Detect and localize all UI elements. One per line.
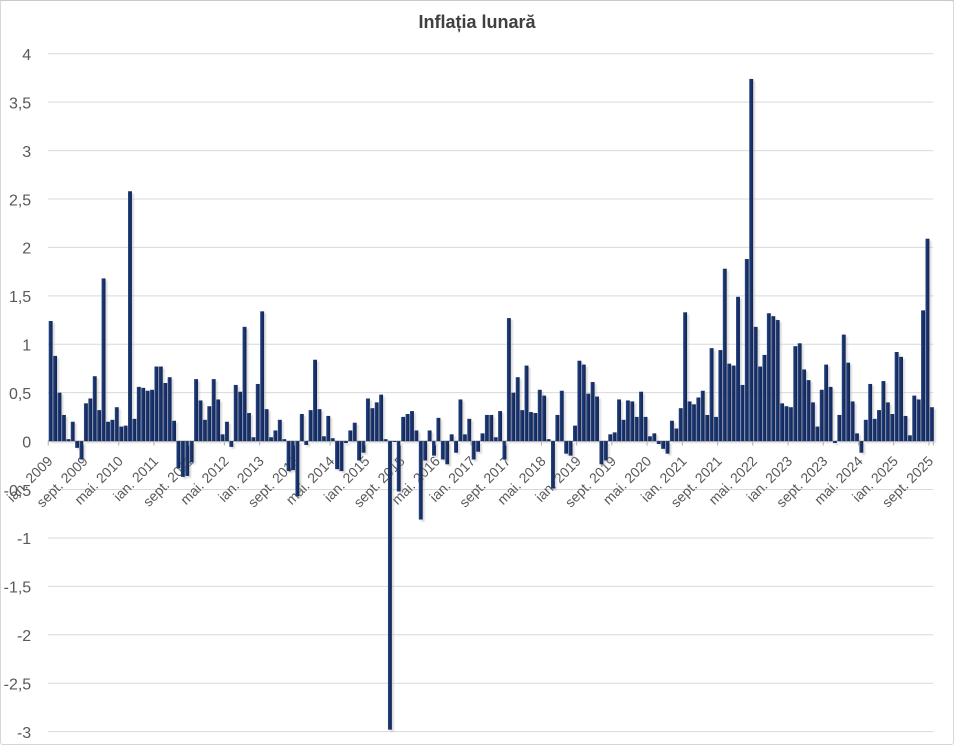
svg-text:-2: -2 <box>17 628 31 645</box>
svg-text:3: 3 <box>22 144 31 161</box>
svg-text:4: 4 <box>22 47 31 64</box>
svg-text:0: 0 <box>22 434 31 451</box>
svg-text:-2,5: -2,5 <box>4 677 32 694</box>
svg-text:-1: -1 <box>17 531 31 548</box>
svg-text:1: 1 <box>22 338 31 355</box>
svg-text:2: 2 <box>22 241 31 258</box>
svg-text:1,5: 1,5 <box>9 289 31 306</box>
svg-text:2,5: 2,5 <box>9 192 31 209</box>
svg-text:3,5: 3,5 <box>9 95 31 112</box>
svg-text:-0,5: -0,5 <box>4 483 32 500</box>
svg-text:-1,5: -1,5 <box>4 580 32 597</box>
svg-text:0,5: 0,5 <box>9 386 31 403</box>
svg-text:Inflația lunară: Inflația lunară <box>418 12 536 32</box>
svg-text:-3: -3 <box>17 725 31 742</box>
